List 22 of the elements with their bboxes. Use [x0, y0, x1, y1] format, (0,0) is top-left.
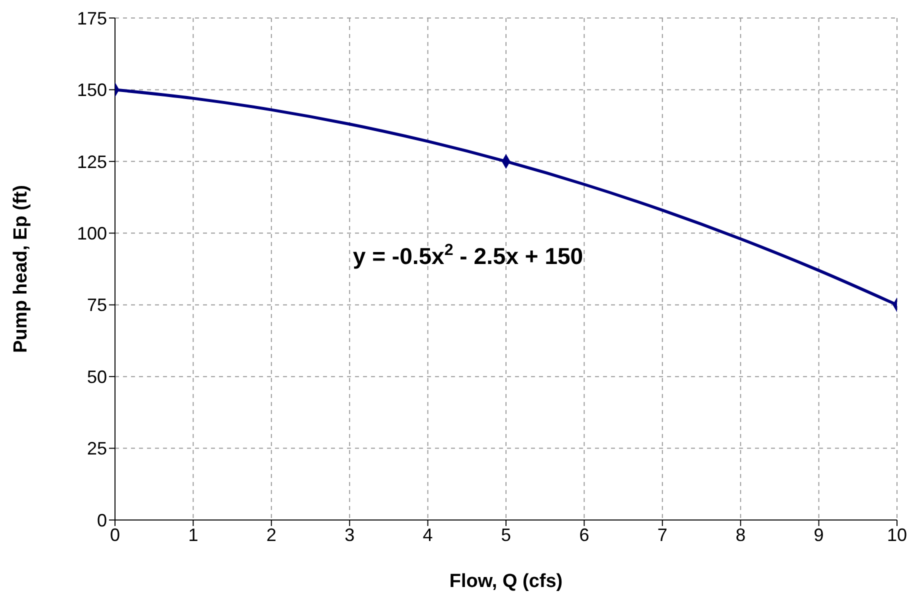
x-tick-label: 9 — [814, 524, 824, 545]
y-tick-label: 125 — [76, 152, 107, 172]
x-axis-title: Flow, Q (cfs) — [449, 571, 563, 592]
x-tick-label: 0 — [110, 524, 120, 545]
x-tick-label: 5 — [500, 524, 512, 545]
x-tick-label: 3 — [344, 524, 355, 545]
x-tick-label: 10 — [886, 524, 908, 545]
x-tick-label: 6 — [579, 524, 590, 545]
x-tick-label: 1 — [188, 524, 198, 545]
annotation: y = -0.5x$^{2}$ - 2.5x + 150 — [352, 241, 584, 269]
x-tick-label: 4 — [422, 524, 433, 545]
y-tick-label: 25 — [86, 438, 107, 459]
y-tick-label: 175 — [76, 8, 107, 28]
y-tick-label: 50 — [86, 366, 107, 387]
x-tick-label: 8 — [736, 524, 746, 545]
y-tick-label: 150 — [76, 80, 107, 100]
x-tick-label: 7 — [657, 524, 668, 545]
y-tick-label: 100 — [76, 224, 107, 244]
y-axis-title: Pump head, Ep (ft) — [10, 185, 32, 353]
y-tick-label: 0 — [96, 510, 107, 530]
y-tick-label: 75 — [86, 295, 107, 316]
x-tick-label: 2 — [266, 524, 276, 545]
